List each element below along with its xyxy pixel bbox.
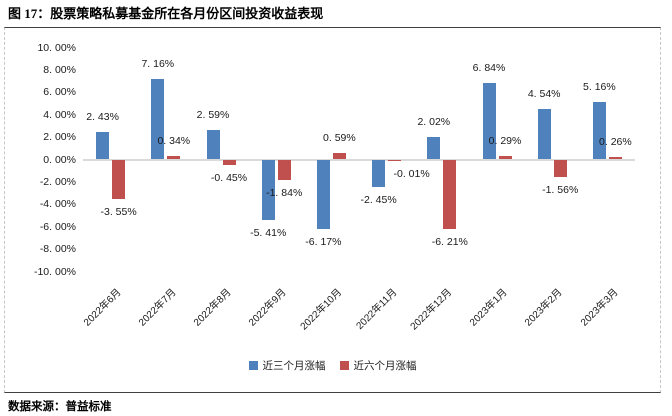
legend-item: 近三个月涨幅	[248, 358, 326, 373]
x-tick-label: 2022年12月	[409, 287, 455, 333]
y-tick-label: -10. 00%	[33, 265, 76, 278]
bar	[388, 159, 402, 161]
bar-value-label: 0. 34%	[157, 134, 191, 147]
y-tick-label: -6. 00%	[39, 220, 76, 233]
y-tick-label: 0. 00%	[43, 153, 76, 166]
bar	[537, 108, 551, 160]
legend-swatch-icon	[339, 361, 349, 370]
y-tick-label: 8. 00%	[43, 63, 76, 76]
bar-value-label: -0. 01%	[393, 167, 430, 180]
bar-value-label: -3. 55%	[100, 206, 137, 219]
x-tick-label: 2022年8月	[192, 287, 234, 329]
bar	[167, 155, 181, 160]
bar-value-label: 5. 16%	[583, 80, 616, 93]
legend-swatch-icon	[248, 361, 258, 370]
bar	[332, 152, 346, 160]
x-tick-label: 2022年11月	[354, 287, 400, 333]
y-tick-label: 6. 00%	[43, 86, 76, 99]
y-tick-label: 4. 00%	[43, 108, 76, 121]
figure-title: 图 17：股票策略私募基金所在各月份区间投资收益表现	[8, 6, 324, 21]
zero-axis-line	[83, 158, 635, 161]
x-tick-label: 2022年10月	[298, 287, 345, 333]
bar-value-label: 2. 59%	[196, 109, 230, 122]
x-tick-label: 2022年7月	[137, 287, 179, 329]
legend-item: 近六个月涨幅	[339, 358, 417, 373]
data-source-note: 数据来源：普益标准	[8, 401, 112, 413]
bar	[316, 159, 330, 229]
bar	[592, 101, 606, 160]
bar	[151, 79, 165, 160]
x-tick-label: 2023年2月	[523, 287, 565, 329]
bar	[482, 82, 496, 160]
bar	[261, 159, 275, 221]
bar	[553, 159, 567, 177]
bar-value-label: -0. 45%	[210, 171, 248, 184]
y-tick-label: -4. 00%	[39, 198, 76, 211]
bar	[608, 156, 622, 160]
bar	[206, 130, 220, 160]
chart-frame	[4, 27, 661, 393]
y-tick-label: -8. 00%	[39, 243, 76, 256]
bar-value-label: 0. 26%	[599, 135, 632, 148]
legend-label: 近三个月涨幅	[262, 360, 326, 372]
x-tick-label: 2023年1月	[468, 287, 510, 329]
x-tick-label: 2022年9月	[247, 287, 289, 329]
bar	[443, 159, 457, 230]
chart-legend: 近三个月涨幅 近六个月涨幅	[4, 358, 661, 373]
bar	[96, 132, 110, 160]
bar-value-label: 0. 59%	[323, 131, 356, 144]
bar-value-label: 7. 16%	[141, 58, 175, 71]
bar-value-label: -1. 84%	[266, 187, 303, 200]
bar-value-label: 4. 54%	[527, 87, 561, 100]
y-tick-label: -2. 00%	[39, 175, 76, 188]
bar-value-label: -5. 41%	[250, 227, 287, 240]
x-tick-label: 2022年6月	[81, 287, 124, 329]
bar-value-label: -6. 21%	[431, 236, 468, 249]
bar	[498, 156, 512, 160]
bar	[112, 159, 126, 200]
bar	[277, 159, 291, 181]
legend-label: 近六个月涨幅	[353, 360, 417, 372]
bar-value-label: 6. 84%	[472, 61, 506, 74]
bar-value-label: 2. 43%	[86, 111, 119, 124]
y-tick-label: 10. 00%	[37, 41, 76, 54]
bar-value-label: -2. 45%	[360, 193, 397, 206]
bar-value-label: 0. 29%	[488, 135, 522, 148]
bar	[427, 136, 441, 160]
bar	[372, 159, 386, 187]
bar-value-label: -1. 56%	[542, 183, 579, 196]
bar	[222, 159, 236, 165]
y-tick-label: 2. 00%	[43, 131, 76, 144]
bar-value-label: 2. 02%	[417, 115, 451, 128]
bar-value-label: -6. 17%	[305, 235, 342, 248]
x-tick-label: 2023年3月	[578, 287, 621, 329]
